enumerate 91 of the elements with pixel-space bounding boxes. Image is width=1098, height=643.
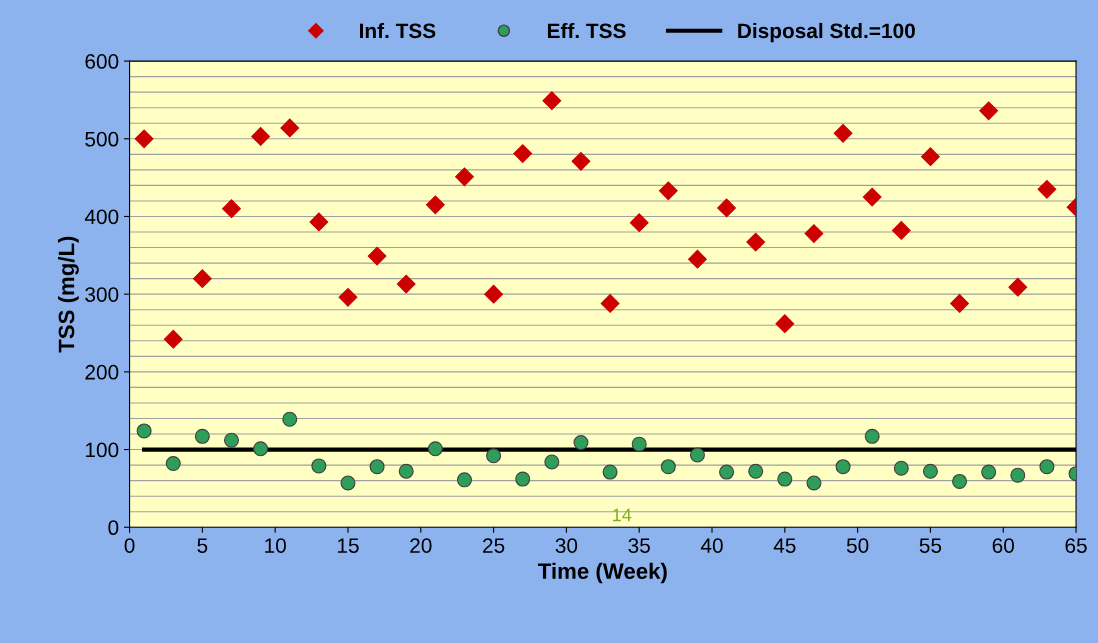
y-tick-label: 200	[85, 364, 119, 380]
x-tick-label: 60	[992, 538, 1015, 553]
point	[369, 459, 385, 475]
point	[251, 127, 271, 146]
point	[194, 428, 210, 444]
point	[486, 448, 502, 464]
legend-label: Inf. TSS	[360, 22, 436, 39]
point	[688, 249, 707, 269]
x-tick-label: 10	[265, 538, 286, 553]
y-tick-label: 400	[84, 209, 119, 225]
point	[746, 232, 766, 252]
point	[223, 432, 239, 448]
point	[513, 144, 533, 163]
point	[777, 471, 793, 487]
point	[717, 198, 736, 218]
x-tick-label: 0	[124, 538, 135, 553]
point	[629, 213, 649, 233]
point	[979, 101, 999, 121]
point	[804, 224, 824, 243]
point	[658, 181, 678, 201]
legend-label: Disposal Std.=100	[738, 22, 915, 43]
point	[689, 447, 705, 463]
point	[835, 459, 851, 475]
point	[893, 460, 909, 476]
point	[600, 294, 620, 313]
y-tick-label: 100	[85, 442, 119, 458]
x-tick-label: 45	[773, 538, 796, 553]
point	[544, 454, 560, 470]
point	[455, 167, 474, 187]
point	[1037, 179, 1057, 199]
y-tick-label: 300	[85, 287, 119, 302]
point	[571, 151, 591, 171]
x-tick-label: 20	[410, 538, 432, 553]
point	[338, 287, 358, 307]
point	[425, 195, 445, 215]
point	[282, 411, 298, 427]
x-axis-title: Time (Week)	[538, 562, 667, 584]
point	[573, 435, 589, 451]
point	[280, 118, 300, 138]
point	[456, 472, 472, 488]
x-tick-label: 15	[337, 538, 359, 553]
point	[921, 147, 940, 167]
point	[192, 269, 212, 289]
point	[862, 187, 882, 207]
point	[367, 246, 387, 266]
point	[396, 274, 416, 294]
point	[1039, 459, 1055, 475]
point	[631, 436, 647, 452]
x-tick-label: 40	[700, 538, 723, 553]
x-tick-label: 50	[846, 538, 869, 553]
y-tick-label: 600	[85, 54, 119, 69]
point	[602, 464, 618, 480]
point	[222, 199, 241, 219]
point	[1010, 467, 1026, 483]
point	[163, 329, 183, 349]
point	[515, 471, 531, 487]
point	[806, 475, 822, 491]
point	[952, 473, 968, 489]
point	[134, 129, 154, 149]
x-tick-label: 25	[483, 538, 505, 553]
y-tick-label: 0	[108, 520, 119, 536]
point	[136, 423, 152, 439]
point	[950, 294, 969, 313]
point	[340, 475, 356, 491]
y-axis-title: TSS (mg/L)	[58, 236, 79, 353]
point	[981, 464, 997, 480]
point	[719, 464, 735, 480]
y-tick-label: 500	[85, 131, 119, 147]
x-tick-label: 35	[628, 538, 650, 553]
point	[165, 456, 181, 472]
x-tick-label: 55	[919, 538, 942, 553]
point	[891, 221, 911, 240]
point	[398, 463, 414, 479]
x-tick-label: 30	[555, 538, 578, 553]
point	[309, 212, 329, 232]
x-tick-label: 65	[1065, 538, 1087, 553]
legend-label: Eff. TSS	[547, 22, 626, 39]
point	[484, 284, 503, 304]
point	[922, 463, 938, 479]
point	[660, 459, 676, 475]
point	[775, 314, 795, 334]
annotation: 14	[613, 508, 632, 522]
point	[427, 441, 443, 457]
point	[1008, 277, 1028, 297]
point	[864, 428, 880, 444]
point	[542, 91, 562, 111]
point	[253, 441, 269, 457]
point	[748, 463, 764, 479]
point	[833, 123, 853, 143]
point	[311, 458, 327, 474]
x-tick-label: 5	[197, 538, 208, 553]
